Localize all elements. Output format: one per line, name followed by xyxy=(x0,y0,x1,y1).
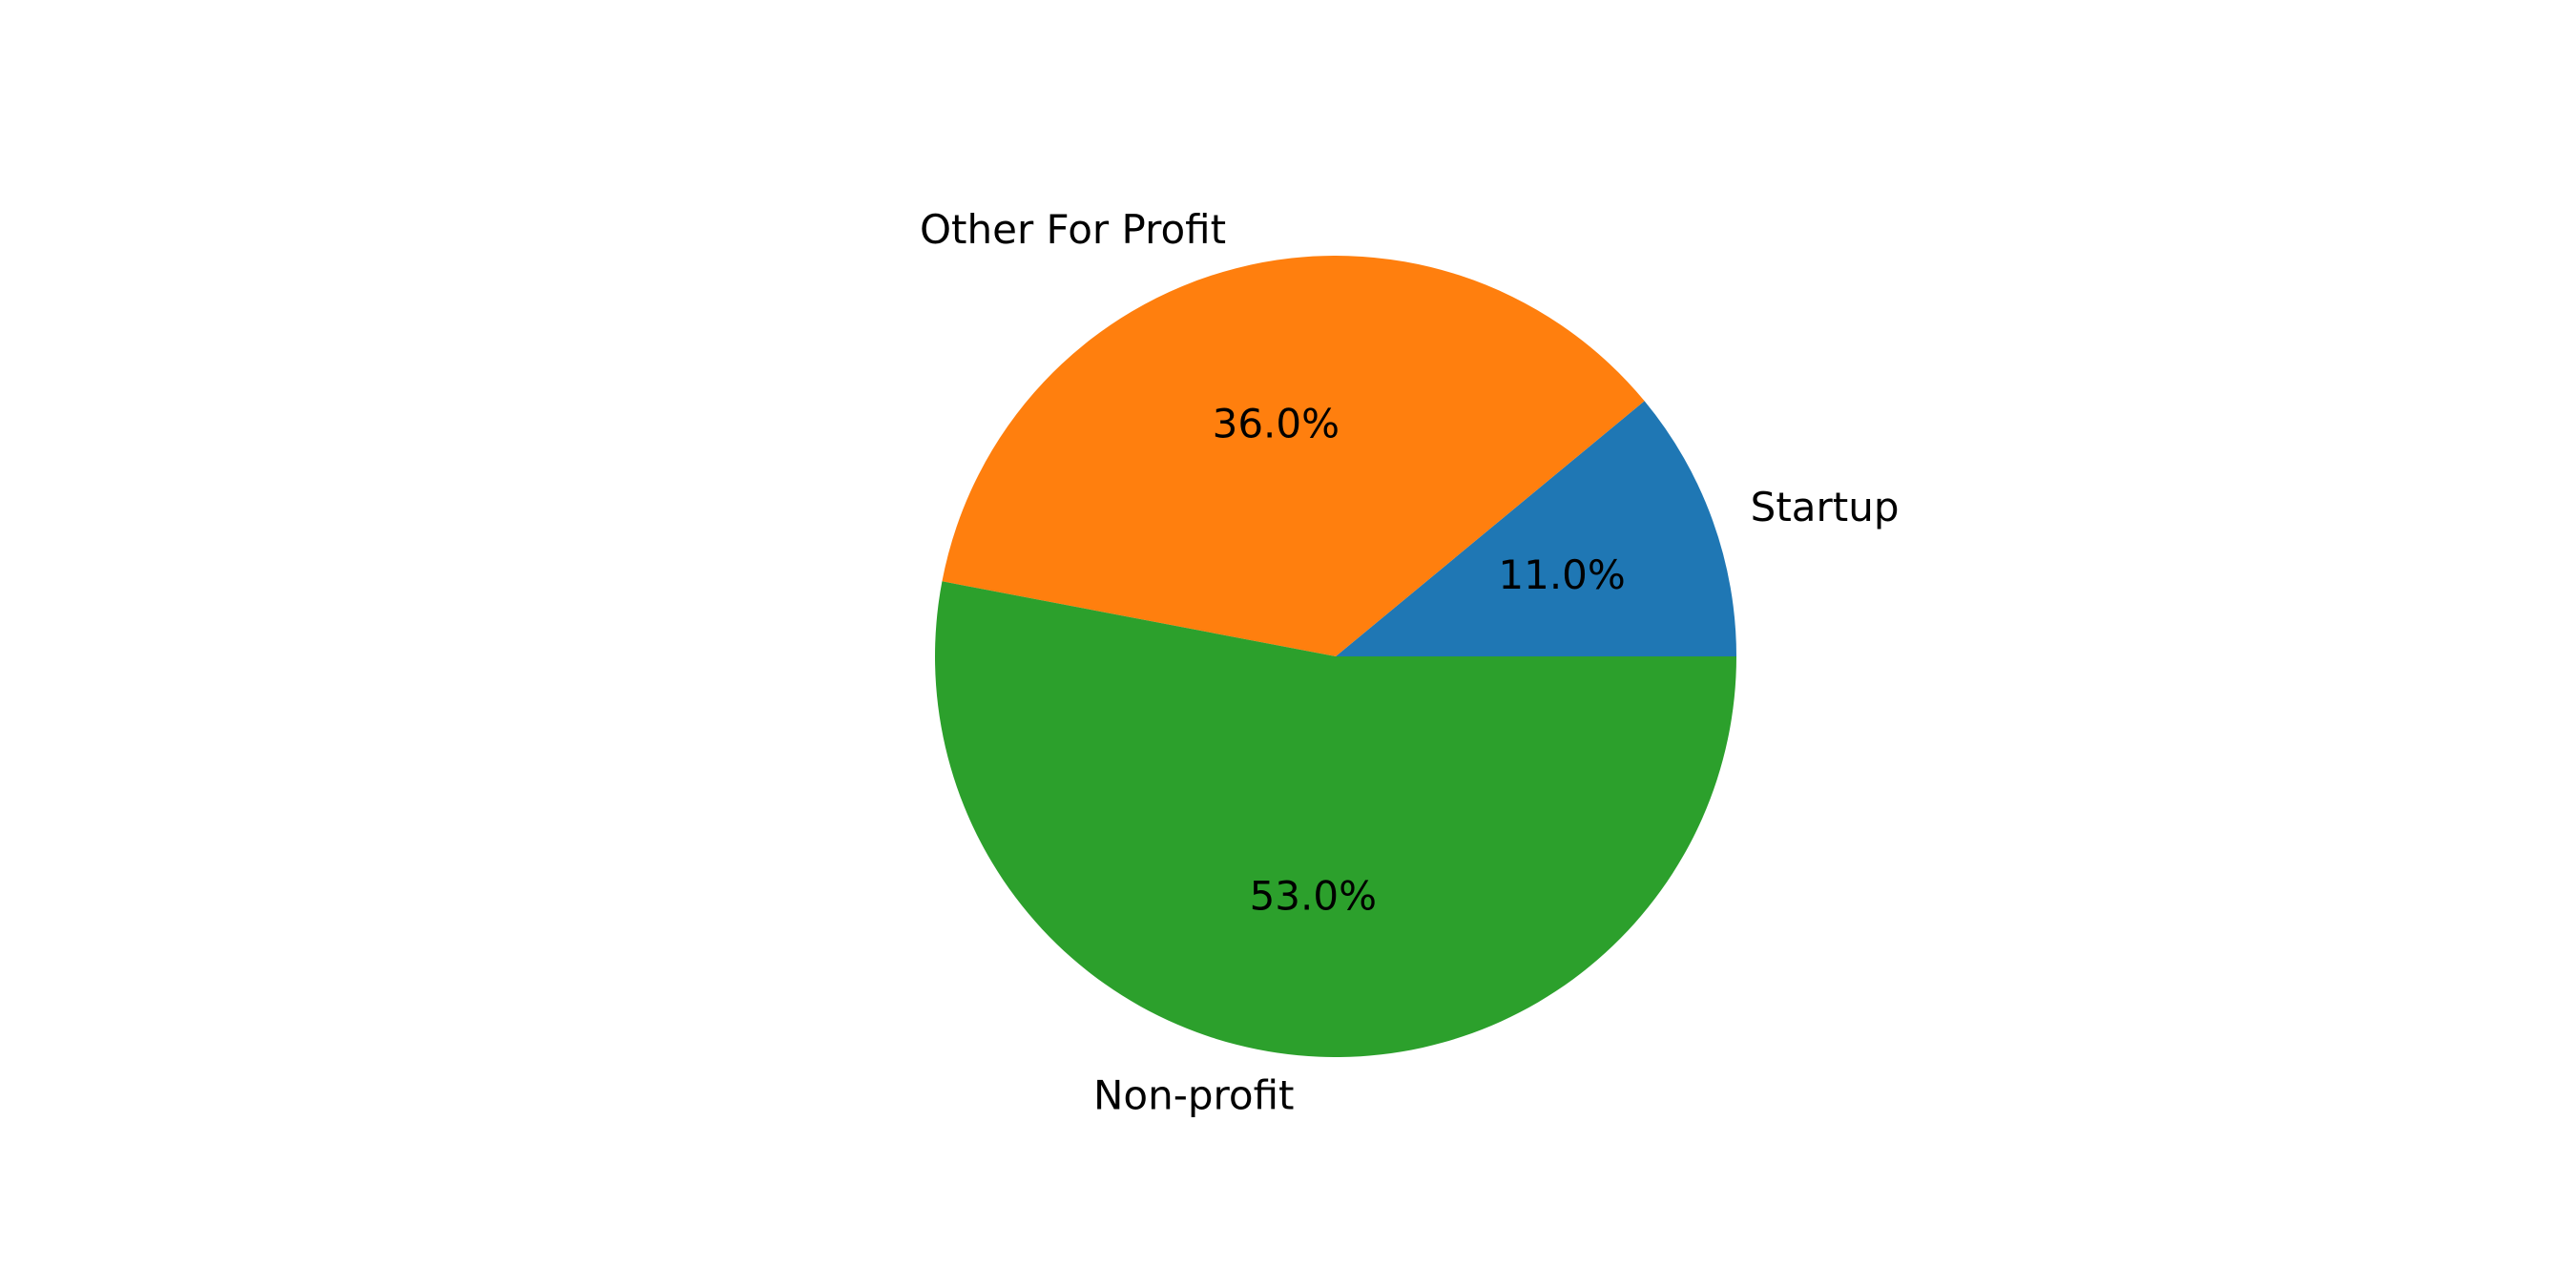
pie-percent-other-for-profit: 36.0% xyxy=(1213,400,1340,447)
pie-slices xyxy=(935,255,1736,1057)
pie-percent-startup: 11.0% xyxy=(1498,551,1625,598)
pie-percent-non-profit: 53.0% xyxy=(1250,872,1377,919)
pie-slice-non-profit xyxy=(935,581,1736,1057)
pie-label-non-profit: Non-profit xyxy=(1093,1071,1295,1118)
pie-label-other-for-profit: Other For Profit xyxy=(920,206,1226,253)
pie-slice-other-for-profit xyxy=(942,255,1645,656)
pie-label-startup: Startup xyxy=(1751,484,1900,530)
pie-labels: Startup 11.0% Other For Profit 36.0% Non-pro… xyxy=(920,206,1900,1118)
pie-slice-startup xyxy=(1336,401,1736,656)
